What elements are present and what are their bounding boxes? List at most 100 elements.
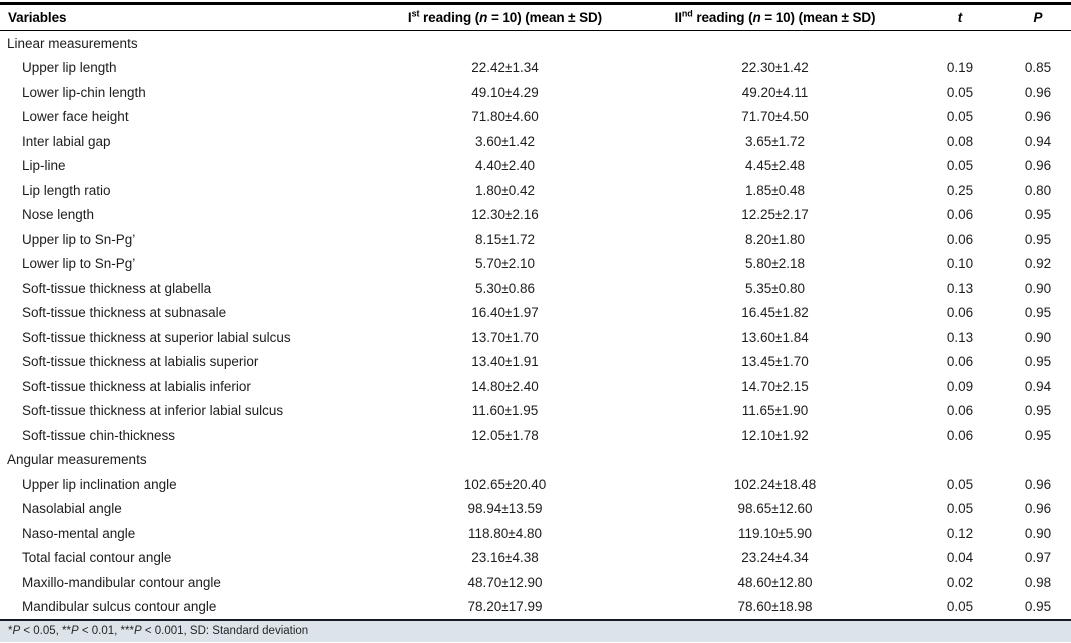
p-cell: 0.90 — [1024, 525, 1052, 541]
table-row: Total facial contour angle 23.16±4.38 23.2… — [0, 546, 1071, 571]
p-cell: 0.98 — [1024, 574, 1052, 590]
reading1-cell: 3.60±1.42 — [475, 133, 535, 149]
reading1-mid: reading ( — [419, 10, 480, 25]
section-label: Angular measurements — [7, 452, 147, 468]
section-row: Linear measurements — [0, 31, 1071, 56]
variable-cell: Soft-tissue thickness at inferior labial… — [22, 403, 284, 419]
reading2-cell: 49.20±4.11 — [741, 84, 809, 100]
t-cell: 0.05 — [946, 84, 974, 100]
reading1-ordinal: st — [411, 8, 420, 19]
t-cell: 0.02 — [946, 574, 974, 590]
reading2-roman: II — [674, 10, 682, 25]
t-cell: 0.06 — [946, 427, 974, 443]
p-cell: 0.95 — [1024, 305, 1052, 321]
reading2-cell: 5.80±2.18 — [745, 256, 805, 272]
variable-cell: Soft-tissue thickness at superior labial… — [22, 329, 291, 345]
section-row: Angular measurements — [0, 448, 1071, 473]
p-cell: 0.95 — [1024, 599, 1052, 615]
reading2-cell: 8.20±1.80 — [745, 231, 805, 247]
reading2-n: n — [752, 10, 761, 25]
variable-cell: Naso-mental angle — [22, 525, 136, 541]
reading2-mid: reading ( — [692, 10, 753, 25]
table-row: Naso-mental angle 118.80±4.80 119.10±5.90 0… — [0, 521, 1071, 546]
reading1-cell: 102.65±20.40 — [463, 476, 547, 492]
reading1-cell: 14.80±2.40 — [471, 378, 539, 394]
reading1-cell: 12.05±1.78 — [471, 427, 539, 443]
p-cell: 0.95 — [1024, 231, 1052, 247]
variable-cell: Soft-tissue thickness at subnasale — [22, 305, 227, 321]
col-header-reading2: IInd reading (n = 10) (mean ± SD) — [635, 2, 915, 31]
col-header-t: t — [915, 2, 1005, 31]
table-row: Soft-tissue thickness at superior labial… — [0, 325, 1071, 350]
col-header-reading1: Ist reading (n = 10) (mean ± SD) — [375, 2, 635, 31]
p-cell: 0.90 — [1024, 280, 1052, 296]
reading1-cell: 118.80±4.80 — [468, 525, 542, 541]
reading1-tail: = 10) (mean ± SD) — [487, 10, 603, 25]
reading1-cell: 98.94±13.59 — [467, 501, 543, 517]
reading1-cell: 48.70±12.90 — [467, 574, 543, 590]
reading2-cell: 102.24±18.48 — [733, 476, 817, 492]
table-row: Lip length ratio 1.80±0.42 1.85±0.48 0.25 0.… — [0, 178, 1071, 203]
reading1-cell: 1.80±0.42 — [475, 182, 535, 198]
reading2-cell: 3.65±1.72 — [745, 133, 805, 149]
col-header-variables: Variables — [0, 2, 375, 31]
table-row: Soft-tissue chin-thickness 12.05±1.78 12.1… — [0, 423, 1071, 448]
p-cell: 0.95 — [1024, 427, 1052, 443]
variable-cell: Maxillo-mandibular contour angle — [22, 574, 221, 590]
p-cell: 0.96 — [1024, 84, 1052, 100]
reading2-cell: 71.70±4.50 — [741, 109, 809, 125]
reading1-cell: 8.15±1.72 — [475, 231, 535, 247]
t-cell: 0.05 — [946, 501, 974, 517]
footnote-text: < 0.01, *** — [78, 625, 134, 637]
reading1-cell: 78.20±17.99 — [467, 599, 543, 615]
footnote-text: P — [71, 625, 79, 637]
footnote-text: P — [12, 625, 21, 637]
table-row: Soft-tissue thickness at labialis superi… — [0, 350, 1071, 375]
t-cell: 0.06 — [946, 207, 974, 223]
variable-cell: Upper lip length — [22, 60, 117, 76]
reading2-cell: 11.65±1.90 — [741, 403, 809, 419]
reading2-cell: 12.10±1.92 — [741, 427, 809, 443]
reading1-cell: 16.40±1.97 — [471, 305, 539, 321]
table-row: Soft-tissue thickness at labialis inferi… — [0, 374, 1071, 399]
footnote-text: * — [8, 625, 13, 637]
reading2-cell: 78.60±18.98 — [737, 599, 813, 615]
table-row: Maxillo-mandibular contour angle 48.70±12… — [0, 570, 1071, 595]
t-cell: 0.09 — [946, 378, 974, 394]
header-row: Variables Ist reading (n = 10) (mean ± S… — [0, 2, 1071, 31]
table-row: Upper lip inclination angle 102.65±20.40 1… — [0, 472, 1071, 497]
reading2-cell: 1.85±0.48 — [745, 182, 805, 198]
p-cell: 0.85 — [1024, 60, 1052, 76]
t-cell: 0.06 — [946, 231, 974, 247]
p-cell: 0.96 — [1024, 476, 1052, 492]
variable-cell: Nose length — [22, 207, 95, 223]
table-header: Variables Ist reading (n = 10) (mean ± S… — [0, 2, 1071, 31]
p-cell: 0.92 — [1024, 256, 1052, 272]
t-cell: 0.05 — [946, 476, 974, 492]
variable-cell: Soft-tissue chin-thickness — [22, 427, 176, 443]
reading1-cell: 5.30±0.86 — [475, 280, 535, 296]
reading2-cell: 14.70±2.15 — [741, 378, 809, 394]
reading2-cell: 16.45±1.82 — [741, 305, 809, 321]
p-cell: 0.94 — [1024, 378, 1052, 394]
t-cell: 0.12 — [946, 525, 974, 541]
t-cell: 0.05 — [946, 599, 974, 615]
t-cell: 0.25 — [946, 182, 974, 198]
p-label: P — [1033, 10, 1043, 25]
p-cell: 0.97 — [1024, 550, 1052, 566]
table-row: Lower lip to Sn-Pg’ 5.70±2.10 5.80±2.18 0.1… — [0, 252, 1071, 277]
reading1-cell: 12.30±2.16 — [471, 207, 539, 223]
reading2-cell: 4.45±2.48 — [745, 158, 805, 174]
variable-cell: Lower face height — [22, 109, 129, 125]
variable-cell: Soft-tissue thickness at labialis inferi… — [22, 378, 251, 394]
t-cell: 0.08 — [946, 133, 974, 149]
footnote-text: P — [133, 625, 142, 637]
p-cell: 0.95 — [1024, 403, 1052, 419]
variable-cell: Total facial contour angle — [22, 550, 172, 566]
footnote-text: < 0.05, ** — [20, 625, 71, 637]
reading1-roman: I — [407, 10, 412, 25]
reading2-cell: 48.60±12.80 — [737, 574, 813, 590]
table-row: Lower lip-chin length 49.10±4.29 49.20±4.1… — [0, 80, 1071, 105]
reading2-cell: 13.60±1.84 — [741, 329, 809, 345]
